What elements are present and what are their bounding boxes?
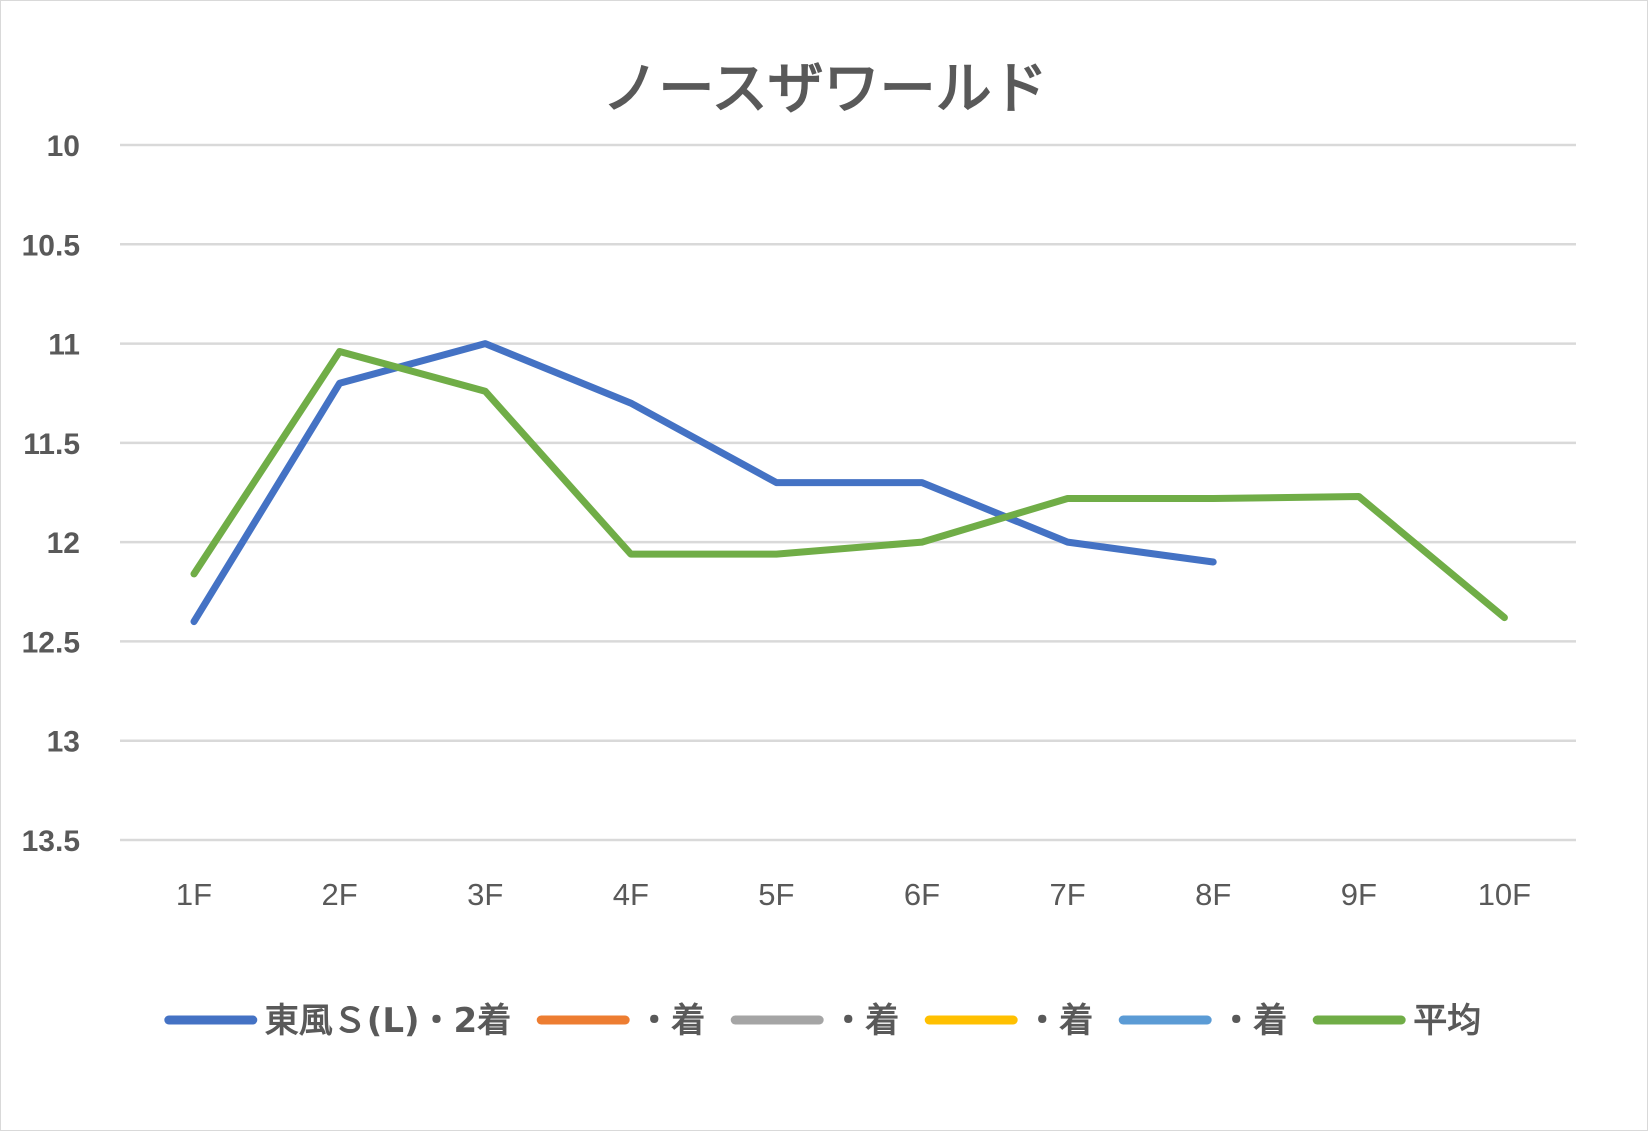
- y-tick-label: 12.5: [22, 626, 80, 659]
- y-tick-label: 12: [47, 527, 80, 560]
- series-lines: [190, 340, 1508, 626]
- x-tick-label: 1F: [176, 877, 212, 912]
- series-0: [190, 340, 1217, 626]
- legend-label: ・着: [831, 1001, 899, 1041]
- series-line: [190, 348, 1508, 622]
- legend-label: 平均: [1413, 1001, 1481, 1041]
- legend-item: ・着: [1118, 1001, 1287, 1041]
- x-tick-label: 7F: [1050, 877, 1086, 912]
- legend-item: ・着: [924, 1001, 1093, 1041]
- y-tick-label: 10: [47, 130, 80, 163]
- legend-label: ・着: [1219, 1001, 1287, 1041]
- series-5: [190, 348, 1508, 622]
- legend-label: ・着: [637, 1001, 705, 1041]
- legend: 東風Ｓ(L)・2着 ・着 ・着 ・着 ・着 平均: [164, 1001, 1481, 1041]
- legend-item: ・着: [730, 1001, 899, 1041]
- chart-title: ノースザワールド: [602, 57, 1047, 122]
- x-tick-label: 9F: [1341, 877, 1377, 912]
- gridlines: [120, 143, 1576, 842]
- y-axis-ticks: 10 10.5 11 11.5 12 12.5 13 13.5: [22, 130, 80, 858]
- x-tick-label: 2F: [322, 877, 358, 912]
- x-tick-label: 5F: [758, 877, 794, 912]
- legend-item: 平均: [1312, 1001, 1481, 1041]
- series-line: [190, 340, 1217, 626]
- legend-item: 東風Ｓ(L)・2着: [164, 1001, 511, 1041]
- x-tick-label: 6F: [904, 877, 940, 912]
- x-tick-label: 4F: [613, 877, 649, 912]
- legend-label: ・着: [1025, 1001, 1093, 1041]
- y-tick-label: 11.5: [23, 428, 80, 461]
- legend-item: ・着: [536, 1001, 705, 1041]
- y-tick-label: 13.5: [22, 825, 80, 858]
- x-tick-label: 3F: [467, 877, 503, 912]
- x-tick-label: 8F: [1195, 877, 1231, 912]
- y-tick-label: 10.5: [22, 229, 80, 262]
- y-tick-label: 11: [48, 329, 80, 362]
- y-tick-label: 13: [47, 726, 80, 759]
- x-tick-label: 10F: [1478, 877, 1531, 912]
- legend-label: 東風Ｓ(L)・2着: [265, 1001, 511, 1041]
- x-axis-ticks: 1F 2F 3F 4F 5F 6F 7F 8F 9F 10F: [176, 877, 1531, 912]
